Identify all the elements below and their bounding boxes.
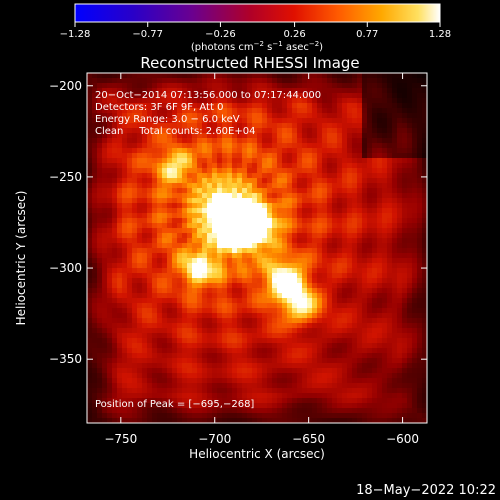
colorbar-ticks: −1.28 −0.77 −0.26 0.26 0.77 1.28 bbox=[60, 22, 451, 40]
x-tick-label: −700 bbox=[198, 432, 231, 446]
colorbar-tick-label: −0.26 bbox=[205, 29, 236, 40]
x-tick-label: −600 bbox=[386, 432, 419, 446]
colorbar-tick-label: −1.28 bbox=[60, 29, 91, 40]
colorbar: −1.28 −0.77 −0.26 0.26 0.77 1.28 (photons cm−… bbox=[60, 3, 451, 53]
info-line-time: 20−Oct−2014 07:13:56.000 to 07:17:44.000 bbox=[95, 90, 321, 101]
x-axis-label: Heliocentric X (arcsec) bbox=[189, 447, 325, 461]
x-tick-label: −650 bbox=[292, 432, 325, 446]
colorbar-tick-label: −0.77 bbox=[132, 29, 163, 40]
colorbar-gradient bbox=[74, 3, 441, 23]
plot-frame bbox=[86, 72, 428, 424]
x-axis-ticks: −750 −700 −650 −600 bbox=[104, 73, 419, 446]
y-tick-label: −250 bbox=[49, 170, 82, 184]
chart-title: Reconstructed RHESSI Image bbox=[140, 54, 359, 72]
y-tick-label: −200 bbox=[49, 79, 82, 93]
info-line-counts: Clean Total counts: 2.60E+04 bbox=[95, 126, 255, 137]
x-tick-label: −750 bbox=[104, 432, 137, 446]
colorbar-tick-label: 0.77 bbox=[356, 29, 378, 40]
y-axis-label: Heliocentric Y (arcsec) bbox=[14, 191, 28, 326]
footer-date: 18−May−2022 10:22 bbox=[356, 483, 496, 498]
y-tick-label: −350 bbox=[49, 352, 82, 366]
y-tick-label: −300 bbox=[49, 261, 82, 275]
heatmap-image bbox=[87, 73, 427, 423]
colorbar-tick-label: 1.28 bbox=[429, 29, 451, 40]
y-axis-ticks: −200 −250 −300 −350 bbox=[49, 79, 427, 366]
colorbar-tick-label: 0.26 bbox=[283, 29, 305, 40]
info-line-detectors: Detectors: 3F 6F 9F, Att 0 bbox=[95, 102, 223, 113]
colorbar-unit-label: (photons cm−2 s−1 asec−2) bbox=[191, 40, 323, 53]
peak-position-label: Position of Peak = [−695,−268] bbox=[95, 399, 254, 410]
observation-info: 20−Oct−2014 07:13:56.000 to 07:17:44.000… bbox=[95, 90, 321, 137]
info-line-energy: Energy Range: 3.0 − 6.0 keV bbox=[95, 114, 240, 125]
